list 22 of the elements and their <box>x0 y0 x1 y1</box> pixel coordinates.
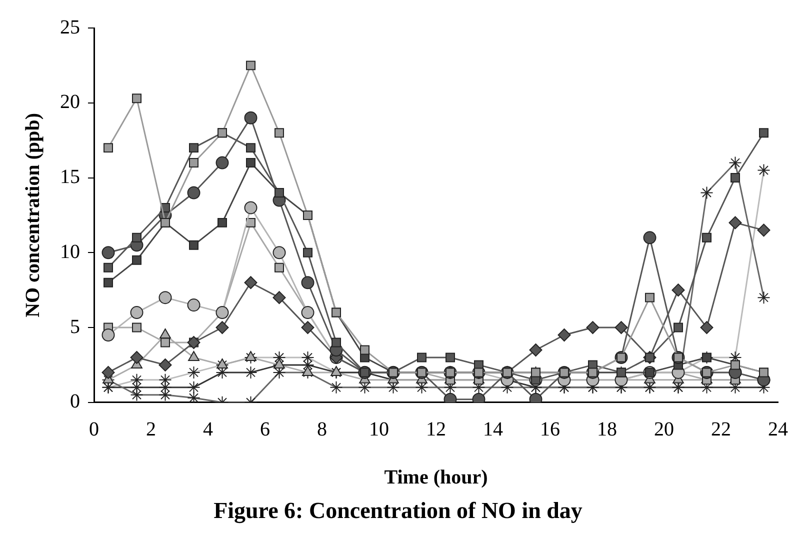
x-tick-label: 0 <box>89 418 99 441</box>
x-tick-label: 14 <box>483 418 503 441</box>
x-tick-label: 8 <box>317 418 327 441</box>
text: Figure 6: Concentration of NO in day <box>214 498 583 524</box>
y-tick-label: 20 <box>60 91 80 114</box>
x-tick-label: 16 <box>540 418 560 441</box>
y-tick-label: 0 <box>70 390 80 413</box>
x-tick-label: 24 <box>768 418 788 441</box>
x-axis-title: Time (hour) <box>384 466 488 489</box>
x-tick-label: 12 <box>426 418 446 441</box>
y-tick-label: 10 <box>60 240 80 263</box>
x-tick-label: 20 <box>654 418 674 441</box>
y-tick-label: 15 <box>60 166 80 188</box>
x-tick-label: 6 <box>260 418 270 441</box>
x-tick-label: 4 <box>203 418 213 441</box>
y-tick-label: 25 <box>60 16 80 38</box>
x-tick-label: 22 <box>711 418 731 441</box>
x-tick-label: 10 <box>369 418 389 441</box>
x-tick-label: 18 <box>597 418 617 441</box>
y-axis-title: NO concentration (ppb) <box>22 112 44 318</box>
x-tick-label: 2 <box>146 418 156 441</box>
y-tick-label: 5 <box>70 316 80 338</box>
